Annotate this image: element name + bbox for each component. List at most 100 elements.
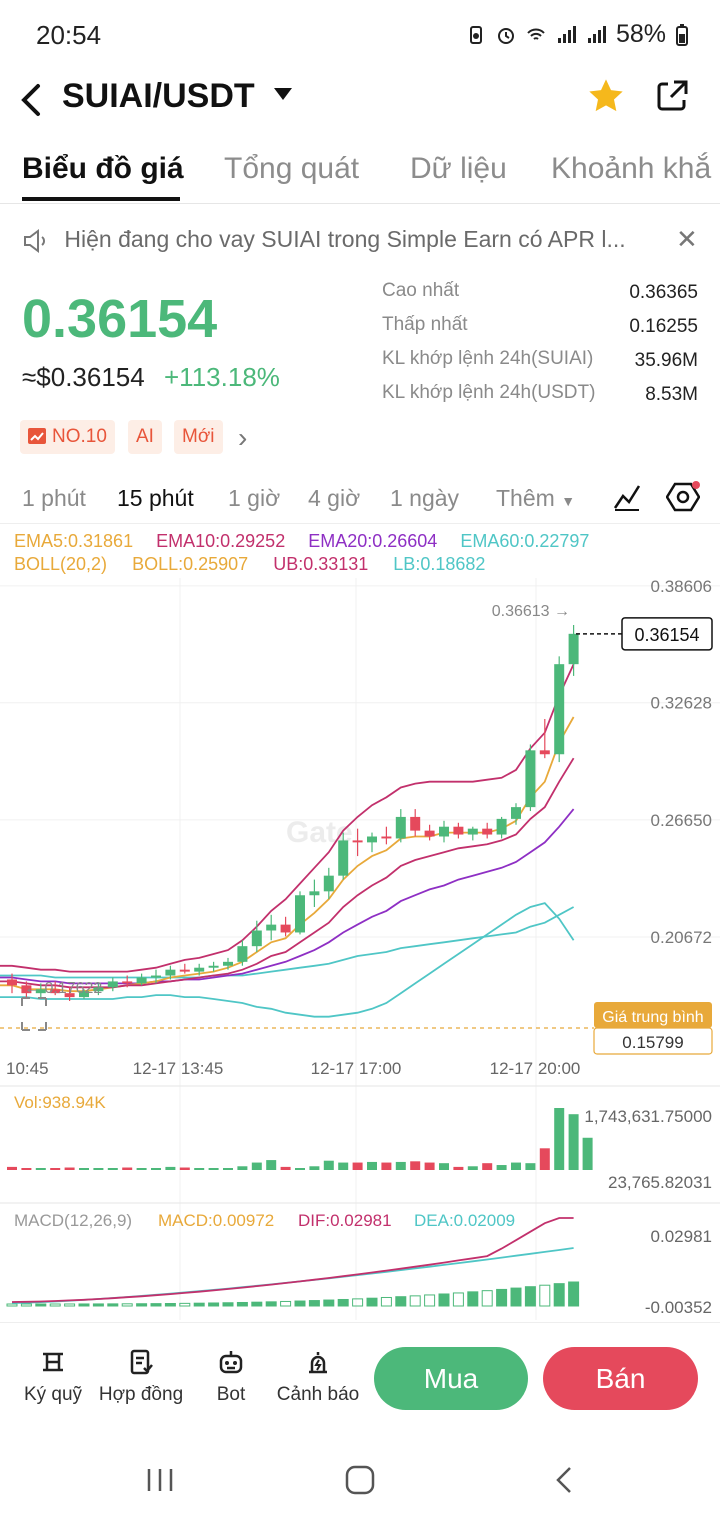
- chevron-down-icon[interactable]: [274, 88, 292, 100]
- macd-label-dif: DIF:0.02981: [298, 1211, 392, 1230]
- margin-icon: [43, 1352, 63, 1372]
- ema10-line: [0, 757, 575, 989]
- volume-bar: [251, 1162, 262, 1170]
- notice-text: Hiện đang cho vay SUIAI trong Simple Ear…: [64, 226, 626, 252]
- nav-contract[interactable]: Hợp đồng: [96, 1348, 186, 1406]
- candle: [367, 836, 377, 843]
- candle: [79, 991, 89, 998]
- candle: [496, 818, 507, 835]
- notice-banner[interactable]: Hiện đang cho vay SUIAI trong Simple Ear…: [22, 226, 626, 253]
- status-icons: 58%: [466, 20, 688, 49]
- tf-15m[interactable]: 15 phút: [117, 485, 194, 511]
- volume-bar: [511, 1162, 521, 1170]
- last-price-box: [621, 617, 713, 651]
- price-usd: ≈$0.36154: [22, 362, 145, 392]
- rank-badge-text: NO.10: [52, 426, 107, 447]
- volume-bar: [107, 1168, 118, 1170]
- signal-icon: [557, 25, 576, 43]
- ai-badge[interactable]: AI: [128, 420, 162, 454]
- nav-alert[interactable]: Cảnh báo: [273, 1348, 363, 1406]
- settings-icon[interactable]: [665, 480, 701, 519]
- divider: [0, 203, 720, 204]
- macd-label-label: MACD(12,26,9): [14, 1211, 132, 1230]
- buy-button[interactable]: Mua: [374, 1347, 528, 1410]
- nav-contract-label: Hợp đồng: [98, 1384, 184, 1405]
- ema10-label: EMA10:0.29252: [156, 531, 286, 551]
- tf-1h[interactable]: 1 giờ: [228, 485, 281, 511]
- macd-bar: [481, 1290, 493, 1307]
- volume-bar: [179, 1167, 190, 1170]
- candle: [107, 981, 118, 988]
- candle: [122, 981, 133, 984]
- macd-label-macd_val: MACD:0.00972: [158, 1211, 274, 1230]
- tab-moments[interactable]: Khoảnh khắ: [551, 152, 712, 185]
- chevron-right-icon[interactable]: ›: [238, 422, 248, 453]
- macd-bar: [193, 1302, 205, 1307]
- pair-title[interactable]: SUIAI/USDT: [62, 77, 255, 115]
- ema-row: EMA5:0.31861 EMA10:0.29252 EMA20:0.26604…: [14, 531, 589, 552]
- chart-grid: [0, 578, 720, 1320]
- tab-overview[interactable]: Tổng quát: [224, 152, 360, 185]
- candle: [338, 840, 349, 876]
- nav-bot-label: Bot: [216, 1384, 246, 1405]
- tf-4h[interactable]: 4 giờ: [308, 485, 361, 511]
- y-tick-label: 0.38606: [651, 578, 712, 596]
- favorite-star-icon[interactable]: [586, 76, 626, 123]
- macd-bar: [64, 1303, 76, 1307]
- volume-panel: Vol:938.94K 1,743,631.75000 23,765.82031: [7, 1093, 712, 1192]
- nav-margin[interactable]: Ký quỹ: [8, 1348, 98, 1406]
- battery-percent: 58%: [615, 20, 666, 48]
- last-price: 0.36154: [22, 289, 218, 349]
- volume-bar: [568, 1114, 579, 1170]
- new-badge[interactable]: Mới: [174, 420, 223, 454]
- recent-apps-icon[interactable]: [145, 1465, 175, 1495]
- volume-bar: [496, 1165, 507, 1170]
- tf-1m[interactable]: 1 phút: [22, 485, 86, 511]
- macd-bar: [222, 1302, 234, 1307]
- back-nav-icon[interactable]: [552, 1464, 576, 1496]
- candle: [136, 977, 147, 984]
- candle: [64, 993, 75, 998]
- candle: [439, 826, 449, 837]
- status-time: 20:54: [36, 20, 102, 50]
- macd-bar: [308, 1300, 320, 1307]
- macd-bar: [510, 1287, 522, 1307]
- share-icon[interactable]: [654, 78, 690, 119]
- volume-bar: [223, 1168, 233, 1170]
- candle: [511, 807, 521, 819]
- x-tick-label: 10:45: [6, 1059, 49, 1078]
- tf-1d[interactable]: 1 ngày: [390, 485, 460, 511]
- volume-bar: [237, 1166, 248, 1170]
- volume-bar: [352, 1162, 363, 1170]
- nav-bot[interactable]: Bot: [186, 1348, 276, 1406]
- ema20-line: [0, 808, 575, 985]
- ema60-label: EMA60:0.22797: [460, 531, 590, 551]
- tab-chart[interactable]: Biểu đồ giá: [22, 152, 184, 185]
- volume-bar: [309, 1166, 320, 1170]
- candle: [554, 664, 565, 755]
- divider: [0, 1322, 720, 1323]
- back-icon[interactable]: [18, 80, 44, 127]
- tab-data[interactable]: Dữ liệu: [410, 152, 507, 185]
- indicator-icon[interactable]: [612, 482, 642, 517]
- candle: [381, 836, 392, 839]
- ub-line: [0, 663, 575, 973]
- macd-bar: [49, 1303, 61, 1307]
- dif-line: [11, 1217, 574, 1303]
- home-icon[interactable]: [344, 1464, 376, 1496]
- macd-bar: [265, 1301, 277, 1307]
- close-icon[interactable]: ✕: [676, 224, 698, 254]
- expand-icon[interactable]: [21, 997, 47, 1031]
- macd-bar: [107, 1303, 119, 1307]
- candle: [539, 750, 550, 755]
- sell-button[interactable]: Bán: [543, 1347, 698, 1410]
- volume-bar: [439, 1163, 449, 1170]
- tf-more[interactable]: Thêm ▼: [496, 485, 575, 512]
- candle: [525, 750, 536, 808]
- stat-low-value: 0.16255: [629, 316, 698, 337]
- candle: [165, 969, 176, 976]
- rank-badge[interactable]: NO.10: [20, 420, 115, 454]
- macd-min-label: -0.00352: [645, 1298, 712, 1317]
- volume-bar: [79, 1168, 89, 1170]
